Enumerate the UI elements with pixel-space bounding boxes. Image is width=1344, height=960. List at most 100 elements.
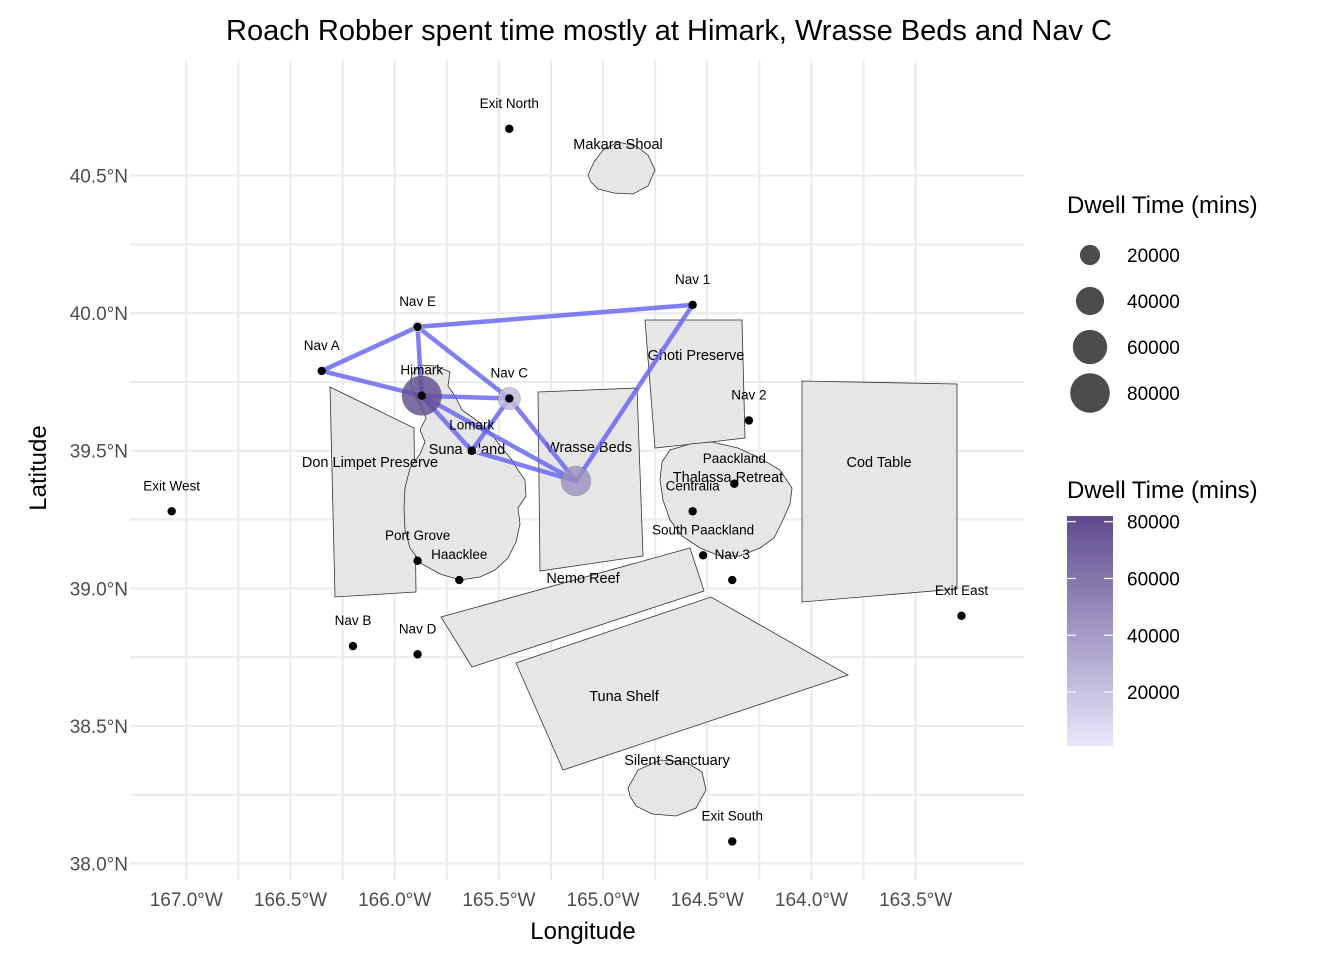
region-label-don-limpet-preserve: Don Limpet Preserve	[302, 455, 438, 471]
place-label-nav-c: Nav C	[491, 365, 529, 380]
region-thalassa-retreat	[659, 441, 793, 557]
y-tick-label: 38.0°N	[70, 854, 128, 875]
place-point-nav-d	[413, 650, 422, 659]
place-point-centralia	[688, 507, 697, 516]
region-label-wrasse-beds: Wrasse Beds	[546, 440, 632, 456]
region-nemo-reef	[440, 547, 705, 668]
place-point-exit-west	[167, 507, 176, 516]
x-tick-label: 164.0°W	[775, 890, 848, 911]
place-point-haacklee	[455, 575, 464, 585]
place-label-port-grove: Port Grove	[385, 528, 450, 543]
places-layer: Exit North Exit West Exit East Exit South Na…	[143, 96, 988, 846]
place-point-south-paackland	[698, 551, 708, 560]
place-label-south-paackland: South Paackland	[652, 522, 754, 537]
place-point-lomark	[467, 446, 476, 455]
color-legend: Dwell Time (mins) 80000 60000 40000 20000	[1067, 477, 1258, 746]
place-label-nav-d: Nav D	[399, 621, 437, 636]
color-legend-bar	[1067, 516, 1113, 746]
y-tick-label: 40.0°N	[70, 304, 128, 325]
place-label-nav-3: Nav 3	[715, 547, 750, 562]
place-label-centralia: Centralia	[666, 478, 721, 493]
region-silent-sanctuary	[627, 759, 707, 817]
region-label-cod-table: Cod Table	[846, 455, 911, 471]
route-nav-a-nav-e	[319, 324, 420, 374]
size-legend-key	[1075, 286, 1105, 316]
size-legend-key	[1079, 244, 1101, 266]
region-tuna-shelf	[515, 596, 849, 771]
route-nav-c-wrasse-beds	[507, 396, 579, 484]
x-tick-label: 164.5°W	[671, 890, 744, 911]
region-ghoti-preserve	[644, 319, 746, 449]
place-point-nav-e	[413, 322, 422, 332]
color-legend-label: 40000	[1127, 626, 1180, 647]
place-label-nav-2: Nav 2	[731, 387, 766, 402]
chart-title: Roach Robber spent time mostly at Himark…	[226, 15, 1112, 47]
region-suna-island	[403, 364, 527, 581]
size-legend-label: 60000	[1127, 338, 1180, 359]
color-legend-label: 20000	[1127, 683, 1180, 704]
place-point-nav-c	[505, 394, 514, 403]
route-himark-wrasse-beds	[419, 393, 579, 484]
place-point-nav-1	[688, 300, 697, 310]
region-label-thalassa-retreat: Thalassa Retreat	[673, 470, 783, 486]
place-label-paackland: Paackland	[703, 451, 766, 466]
route-wrasse-beds-nav-1	[573, 302, 695, 484]
place-point-nav-b	[348, 641, 358, 651]
place-point-exit-north	[505, 124, 514, 133]
dwell-layer	[317, 301, 697, 497]
region-label-makara-shoal: Makara Shoal	[573, 137, 662, 153]
region-cod-table	[801, 380, 958, 603]
place-point-nav-2	[744, 416, 754, 425]
color-legend-label: 60000	[1127, 569, 1180, 590]
routes-layer	[319, 302, 695, 484]
place-label-exit-north: Exit North	[480, 96, 539, 111]
region-label-silent-sanctuary: Silent Sanctuary	[624, 753, 730, 769]
color-legend-label: 80000	[1127, 513, 1180, 534]
x-tick-label: 165.0°W	[567, 890, 640, 911]
region-label-tuna-shelf: Tuna Shelf	[589, 689, 660, 705]
region-label-nemo-reef: Nemo Reef	[546, 571, 620, 587]
place-point-exit-south	[728, 837, 737, 846]
region-makara-shoal	[587, 141, 656, 195]
place-label-lomark: Lomark	[449, 418, 494, 433]
size-legend-label: 80000	[1127, 384, 1180, 405]
place-label-exit-south: Exit South	[701, 808, 763, 823]
place-label-nav-e: Nav E	[399, 294, 436, 309]
route-nav-e-nav-1	[415, 302, 695, 330]
region-label-ghoti-preserve: Ghoti Preserve	[648, 348, 745, 364]
x-tick-label: 163.5°W	[879, 890, 952, 911]
size-legend-key	[1072, 329, 1108, 365]
place-point-nav-a	[317, 366, 326, 376]
x-tick-label: 166.5°W	[254, 890, 327, 911]
x-tick-label: 167.0°W	[150, 890, 223, 911]
size-legend-title: Dwell Time (mins)	[1067, 192, 1258, 219]
x-axis-title: Longitude	[530, 918, 635, 945]
y-tick-label: 40.5°N	[70, 167, 128, 188]
size-legend-label: 40000	[1127, 292, 1180, 313]
y-tick-label: 38.5°N	[70, 717, 128, 738]
route-lomark-wrasse-beds	[469, 448, 579, 484]
place-point-port-grove	[413, 556, 422, 566]
region-don-limpet-preserve	[329, 386, 417, 598]
axis-ticks: 167.0°W 166.5°W 166.0°W 165.5°W 165.0°W 164.5…	[70, 167, 953, 911]
place-label-exit-east: Exit East	[935, 583, 989, 598]
route-nav-e-nav-c	[415, 324, 512, 401]
y-tick-label: 39.0°N	[70, 579, 128, 600]
regions-layer	[329, 141, 958, 817]
place-point-himark	[417, 391, 426, 400]
x-tick-label: 165.5°W	[462, 890, 535, 911]
place-label-nav-a: Nav A	[304, 338, 340, 353]
size-legend: Dwell Time (mins) 20000 40000 60000 80000	[1067, 192, 1258, 413]
place-label-nav-b: Nav B	[335, 613, 372, 628]
dwell-circle-wrasse-beds	[560, 465, 592, 497]
place-label-nav-1: Nav 1	[675, 272, 710, 287]
place-label-haacklee: Haacklee	[431, 547, 487, 562]
x-tick-label: 166.0°W	[358, 890, 431, 911]
place-label-exit-west: Exit West	[143, 478, 200, 493]
size-legend-key	[1070, 373, 1110, 413]
y-tick-label: 39.5°N	[70, 442, 128, 463]
place-label-himark: Himark	[400, 363, 443, 378]
place-point-exit-east	[957, 611, 966, 621]
y-axis-title: Latitude	[25, 425, 52, 510]
